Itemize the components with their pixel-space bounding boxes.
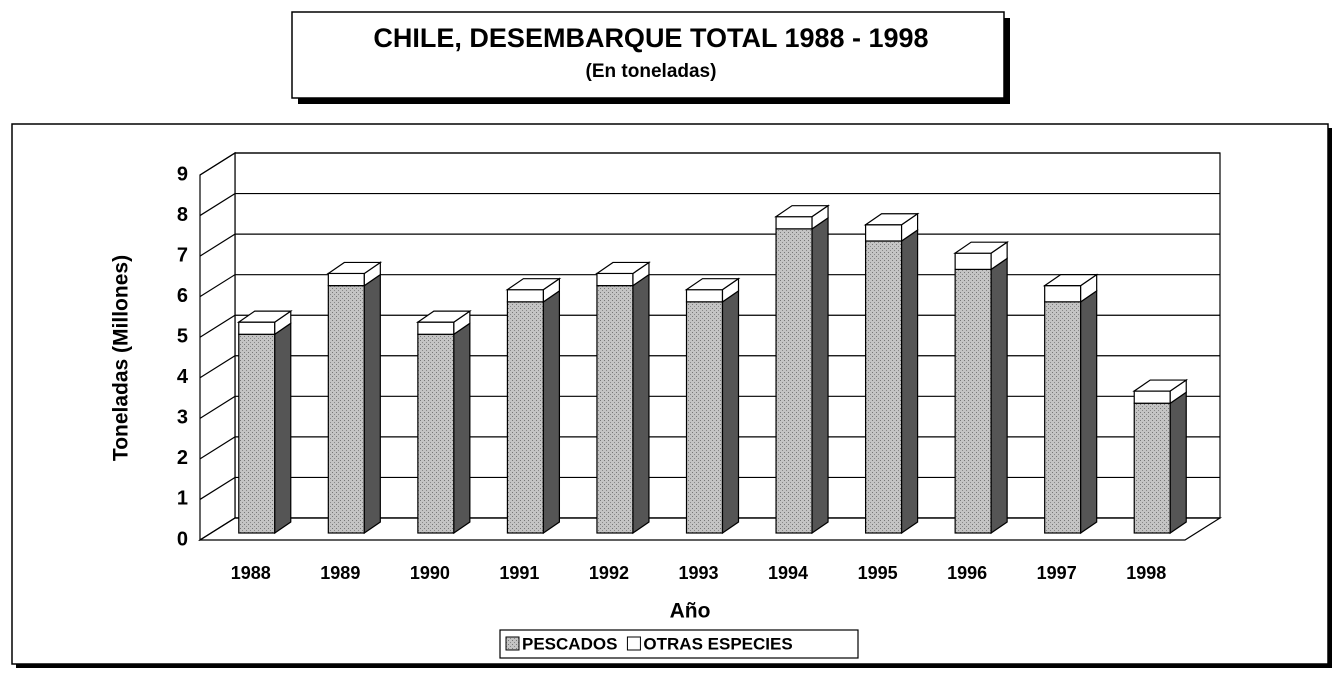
bar-side bbox=[811, 216, 829, 535]
x-tick-label: 1996 bbox=[947, 563, 987, 583]
x-tick-label: 1994 bbox=[768, 563, 808, 583]
bar-segment bbox=[417, 333, 455, 534]
y-axis-label: Toneladas (Millones) bbox=[110, 255, 133, 461]
bar-segment bbox=[864, 240, 903, 534]
legend-label: OTRAS ESPECIES bbox=[643, 634, 792, 653]
bar-side bbox=[721, 289, 740, 535]
legend-swatch bbox=[626, 636, 641, 651]
grid-line bbox=[199, 152, 1220, 176]
bar-top bbox=[595, 261, 651, 275]
x-tick-label: 1998 bbox=[1126, 563, 1166, 583]
bar-top bbox=[684, 278, 741, 291]
y-tick-label: 5 bbox=[177, 326, 188, 348]
bar-side bbox=[453, 322, 471, 535]
grid-line bbox=[199, 192, 1220, 217]
bar-segment bbox=[1044, 285, 1082, 303]
bar-segment bbox=[685, 301, 724, 534]
y-tick-label: 1 bbox=[177, 488, 188, 510]
bar-segment bbox=[954, 268, 992, 534]
y-tick-label: 7 bbox=[177, 244, 188, 266]
bar-segment bbox=[327, 285, 365, 534]
chart-subtitle: (En toneladas) bbox=[586, 61, 717, 82]
x-tick-label: 1991 bbox=[499, 563, 539, 583]
bar-top bbox=[415, 310, 472, 323]
bar-segment bbox=[238, 321, 276, 335]
bar-side bbox=[1169, 391, 1187, 535]
bar-segment bbox=[596, 285, 634, 534]
legend-label: PESCADOS bbox=[522, 634, 617, 653]
x-tick-label: 1989 bbox=[320, 563, 360, 583]
chart-title: CHILE, DESEMBARQUE TOTAL 1988 - 1998 bbox=[373, 23, 928, 53]
bar-side bbox=[542, 289, 561, 535]
bar-segment bbox=[1133, 402, 1171, 534]
y-tick-label: 3 bbox=[177, 407, 188, 429]
bar-segment bbox=[238, 333, 276, 534]
bar-segment bbox=[417, 321, 455, 335]
x-tick-label: 1990 bbox=[410, 563, 450, 583]
x-tick-label: 1995 bbox=[858, 563, 898, 583]
bar-segment bbox=[327, 272, 365, 287]
bar-top bbox=[505, 278, 562, 291]
bar-segment bbox=[1044, 301, 1082, 534]
legend-box bbox=[499, 629, 859, 659]
bar-segment bbox=[506, 289, 545, 303]
bar-side bbox=[900, 228, 919, 535]
bar-side bbox=[274, 322, 292, 535]
bar-segment bbox=[685, 289, 724, 303]
side-wall bbox=[199, 151, 236, 542]
bar-top bbox=[863, 213, 920, 226]
bar-top bbox=[953, 241, 1010, 254]
title-box bbox=[291, 11, 1005, 99]
bar-side bbox=[363, 273, 381, 535]
bar-segment bbox=[954, 252, 992, 270]
y-tick-label: 0 bbox=[177, 528, 188, 550]
bar-segment bbox=[506, 301, 545, 534]
y-tick-label: 2 bbox=[177, 447, 188, 469]
bar-side bbox=[632, 273, 650, 535]
y-tick-label: 8 bbox=[177, 204, 188, 226]
bar-top bbox=[326, 261, 383, 275]
y-tick-label: 9 bbox=[177, 163, 188, 185]
x-tick-label: 1997 bbox=[1037, 563, 1077, 583]
bar-top bbox=[1132, 379, 1189, 392]
x-tick-label: 1988 bbox=[231, 563, 271, 583]
bar-segment bbox=[864, 224, 903, 242]
bar-top bbox=[1042, 274, 1099, 287]
bar-top bbox=[774, 205, 830, 218]
bar-segment bbox=[775, 228, 813, 534]
x-axis-label: Año bbox=[670, 600, 711, 623]
y-tick-label: 6 bbox=[177, 285, 188, 307]
bar-top bbox=[236, 310, 293, 323]
bar-segment bbox=[1133, 390, 1171, 404]
x-tick-label: 1993 bbox=[678, 563, 718, 583]
x-tick-label: 1992 bbox=[589, 563, 629, 583]
legend-swatch bbox=[505, 636, 520, 651]
bar-side bbox=[990, 257, 1008, 535]
bar-segment bbox=[596, 272, 634, 287]
bar-segment bbox=[775, 216, 813, 230]
bar-side bbox=[1080, 289, 1098, 535]
y-tick-label: 4 bbox=[177, 366, 189, 388]
